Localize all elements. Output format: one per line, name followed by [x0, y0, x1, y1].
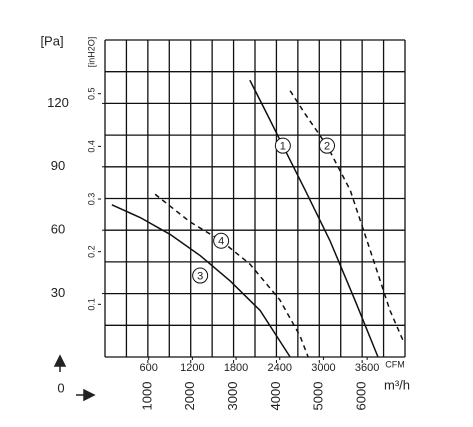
x2-tick-label: 2400: [268, 362, 292, 374]
x-tick-label: 1000: [139, 382, 154, 411]
right-arrow: [76, 388, 96, 402]
x2-tick-label: 3000: [311, 362, 335, 374]
y2-axis-label: [inH2O]: [86, 37, 96, 68]
x-axis-label: m³/h: [384, 377, 410, 392]
x2-axis-label: CFM: [385, 359, 405, 369]
y2-tick-label: 0.3: [86, 193, 96, 206]
y-axis-label: [Pa]: [40, 33, 63, 48]
x-tick-label: 2000: [182, 382, 197, 411]
x2-tick-label: 1200: [180, 362, 204, 374]
x-tick-label: 5000: [311, 382, 326, 411]
curve: [289, 90, 404, 341]
x2-tick-label: 600: [140, 362, 158, 374]
y2-tick-label: 0.1: [86, 298, 96, 311]
y2-tick-label: 0.2: [86, 245, 96, 258]
y-tick-label: 60: [51, 222, 65, 237]
curve-label-circle: [274, 137, 291, 154]
curve-label: 2: [324, 141, 330, 153]
curve: [249, 79, 379, 358]
y-tick-label: 120: [47, 95, 69, 110]
x2-tick-label: 3600: [355, 362, 379, 374]
y2-tick-label: 0.5: [86, 87, 96, 100]
up-arrow: [53, 354, 67, 372]
y-tick-label: 90: [51, 158, 65, 173]
curve-label: 3: [197, 270, 203, 282]
x2-tick-label: 1800: [224, 362, 248, 374]
x-tick-label: 3000: [225, 382, 240, 411]
origin-label: 0: [57, 380, 64, 395]
curve: [154, 193, 309, 358]
curve-label: 1: [280, 141, 286, 153]
y-tick-label: 30: [51, 285, 65, 300]
curve-label-circle: [213, 232, 230, 249]
curve-label-circle: [192, 267, 209, 284]
x-tick-label: 6000: [354, 382, 369, 411]
curve: [111, 204, 291, 358]
x-tick-label: 4000: [268, 382, 283, 411]
curve-label-circle: [319, 137, 335, 154]
curve-label: 4: [218, 236, 224, 248]
y2-tick-label: 0.4: [86, 140, 96, 153]
